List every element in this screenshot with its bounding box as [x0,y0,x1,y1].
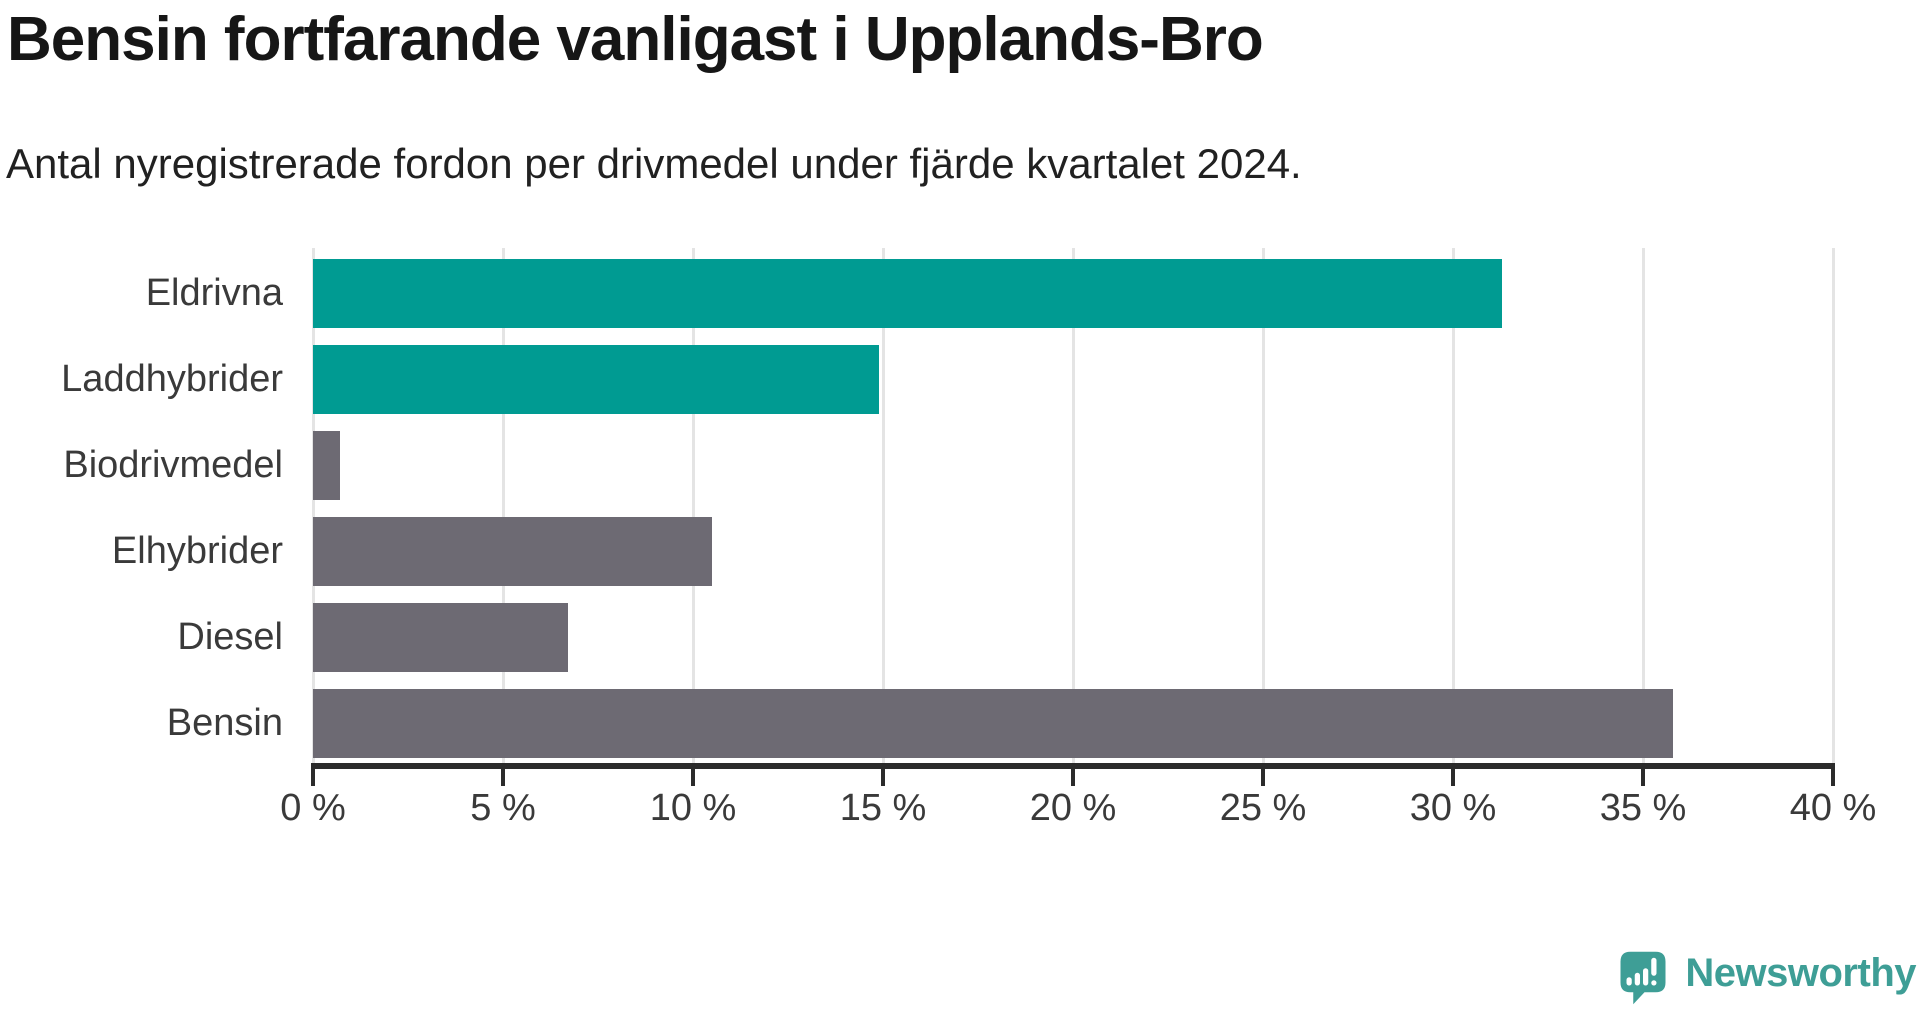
category-label-eldrivna: Eldrivna [145,272,283,314]
x-axis-tick [1831,765,1835,786]
category-label-diesel: Diesel [177,616,283,658]
x-axis-tick-label: 5 % [470,787,536,829]
x-axis-tick-label: 40 % [1789,787,1877,829]
category-label-elhybrider: Elhybrider [111,530,283,572]
x-axis-tick [1451,765,1455,786]
bar-bensin [313,689,1674,758]
x-axis-tick [1641,765,1645,786]
x-axis-tick-label: 35 % [1599,787,1687,829]
chart-title: Bensin fortfarande vanligast i Upplands-… [7,5,1264,74]
gridline [881,248,885,765]
x-axis-tick [311,765,315,786]
category-label-bensin: Bensin [166,702,283,744]
x-axis-tick [501,765,505,786]
x-axis-tick-label: 10 % [649,787,737,829]
gridline [1071,248,1075,765]
x-axis-tick [691,765,695,786]
x-axis-tick-label: 0 % [280,787,346,829]
gridline [691,248,695,765]
chart-subtitle: Antal nyregistrerade fordon per drivmede… [6,140,1302,187]
newsworthy-logo-text: Newsworthy [1685,951,1916,995]
gridline [1261,248,1265,765]
gridline [501,248,505,765]
newsworthy-logo-icon [1620,951,1666,1005]
x-axis-tick [1261,765,1265,786]
bar-elhybrider [313,517,712,586]
gridline [1451,248,1455,765]
x-axis-line [311,763,1835,769]
bar-biodrivmedel [313,431,340,500]
bar-diesel [313,603,568,672]
newsworthy-logo: Newsworthy [1619,950,1916,1006]
gridline [1641,248,1645,765]
x-axis-tick-label: 30 % [1409,787,1497,829]
x-axis-tick [1071,765,1075,786]
x-axis-tick [881,765,885,786]
x-axis-tick-label: 25 % [1219,787,1307,829]
category-label-biodrivmedel: Biodrivmedel [63,444,283,486]
x-axis-tick-label: 20 % [1029,787,1117,829]
gridline [1831,248,1835,765]
gridline [311,248,315,765]
x-axis-tick-label: 15 % [839,787,927,829]
bar-laddhybrider [313,345,880,414]
bar-eldrivna [313,259,1503,328]
category-label-laddhybrider: Laddhybrider [61,358,283,400]
